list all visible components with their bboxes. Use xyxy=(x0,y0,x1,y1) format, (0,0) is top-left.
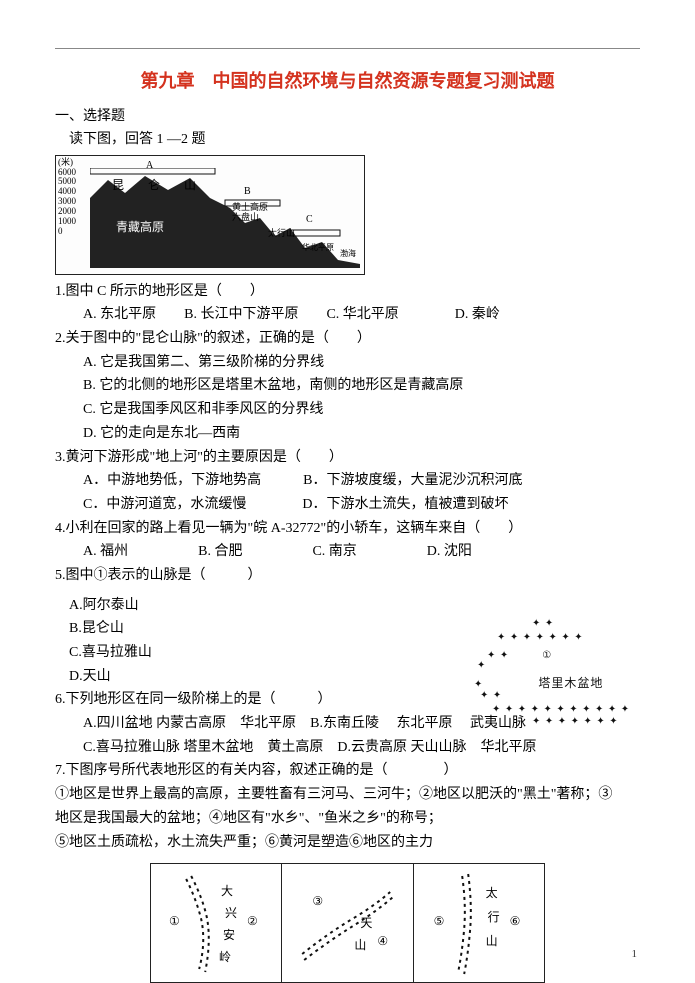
panel2-svg xyxy=(282,864,412,982)
panel-2: ③ 天 山 ④ xyxy=(282,864,413,982)
figure-tarim: ✦ ✦ ✦ ✦ ✦ ✦ ✦ ✦ ✦ ✦ ✦ ① ✦ ✦ 塔里木盆地 ✦ ✦ ✦ … xyxy=(462,618,637,728)
q5-stem: 5.图中①表示的山脉是（ ） xyxy=(55,565,640,587)
label-kunlun: 昆 仑 山 xyxy=(112,176,202,193)
panel-3: ⑤ 太 行 山 ⑥ xyxy=(414,864,544,982)
q7-l3: ⑤地区土质疏松，水土流失严重；⑥黄河是塑造⑥地区的主力 xyxy=(55,832,640,854)
p2-t2: 山 xyxy=(354,936,366,953)
p3-t3: 山 xyxy=(486,932,498,949)
label-plateau: 青藏高原 xyxy=(116,218,164,235)
section-head-text: 一、选择题 xyxy=(55,109,125,124)
q2-stem: 2.关于图中的"昆仑山脉"的叙述，正确的是（ ） xyxy=(55,328,640,350)
p3-n: ⑤ xyxy=(434,914,445,929)
panel-1: ① 大 兴 安 岭 ② xyxy=(151,864,282,982)
label-bohai: 渤海 xyxy=(340,248,356,259)
q3-row2: C．中游河道宽，水流缓慢 D．下游水土流失，植被遭到破坏 xyxy=(55,494,640,516)
q1-stem: 1.图中 C 所示的地形区是（ ） xyxy=(55,281,640,303)
p1-t2: 兴 xyxy=(225,904,237,921)
page-title: 第九章 中国的自然环境与自然资源专题复习测试题 xyxy=(55,67,640,93)
p2-r: ④ xyxy=(377,934,388,949)
q7-l1: ①地区是世界上最高的高原，主要牲畜有三河马、三河牛；②地区以肥沃的"黑土"著称；… xyxy=(55,784,640,806)
figure-elevation-profile: (米) 6000 5000 4000 3000 2000 1000 0 A B … xyxy=(55,155,365,275)
p3-t2: 行 xyxy=(488,908,500,925)
q3-stem: 3.黄河下游形成"地上河"的主要原因是（ ） xyxy=(55,447,640,469)
q4-opts: A. 福州 B. 合肥 C. 南京 D. 沈阳 xyxy=(55,541,640,563)
figure-three-panel: ① 大 兴 安 岭 ② ③ 天 山 ④ ⑤ 太 行 山 ⑥ xyxy=(150,863,545,983)
title-text: 第九章 中国的自然环境与自然资源专题复习测试题 xyxy=(141,71,555,91)
p1-t3: 安 xyxy=(223,926,235,943)
p1-r: ② xyxy=(247,914,258,929)
p1-t1: 大 xyxy=(221,882,233,899)
section-head: 一、选择题 xyxy=(55,105,640,125)
p2-t1: 天 xyxy=(360,914,372,931)
q3-row1: A．中游地势低，下游地势高 B．下游坡度缓，大量泥沙沉积河底 xyxy=(55,470,640,492)
p3-t1: 太 xyxy=(486,884,498,901)
q2-a: A. 它是我国第二、第三级阶梯的分界线 xyxy=(55,352,640,374)
p1-n: ① xyxy=(169,914,180,929)
label-liupan: 六盘山 xyxy=(232,210,259,223)
q5-a: A.阿尔泰山 xyxy=(55,595,640,617)
top-rule xyxy=(55,48,640,49)
lead-line: 读下图，回答 1 —2 题 xyxy=(55,129,640,151)
fig-right-basin: 塔里木盆地 xyxy=(538,676,603,690)
label-C: C xyxy=(306,214,313,225)
label-B: B xyxy=(244,186,251,197)
page-number: 1 xyxy=(632,948,638,960)
fig-right-circle: ① xyxy=(542,650,552,661)
p3-r: ⑥ xyxy=(510,914,521,929)
q2-c: C. 它是我国季风区和非季风区的分界线 xyxy=(55,399,640,421)
q7-stem: 7.下图序号所代表地形区的有关内容，叙述正确的是（ ） xyxy=(55,760,640,782)
y-axis: (米) 6000 5000 4000 3000 2000 1000 0 xyxy=(58,158,76,237)
label-taihang: 太行山 xyxy=(268,226,295,239)
q2-d: D. 它的走向是东北—西南 xyxy=(55,423,640,445)
p2-n: ③ xyxy=(312,894,323,909)
label-A: A xyxy=(146,160,153,171)
lead-text: 读下图，回答 1 —2 题 xyxy=(69,132,206,147)
label-ncplain: 华北平原 xyxy=(302,242,334,253)
p1-t4: 岭 xyxy=(219,948,231,965)
q4-stem: 4.小利在回家的路上看见一辆为"皖 A-32772"的小轿车，这辆车来自（ ） xyxy=(55,518,640,540)
q2-b: B. 它的北侧的地形区是塔里木盆地，南侧的地形区是青藏高原 xyxy=(55,375,640,397)
y-tick: 0 xyxy=(58,227,76,237)
q6-row2: C.喜马拉雅山脉 塔里木盆地 黄土高原 D.云贵高原 天山山脉 华北平原 xyxy=(55,737,640,759)
q7-l2: 地区是我国最大的盆地；④地区有"水乡"、"鱼米之乡"的称号； xyxy=(55,808,640,830)
q1-opts: A. 东北平原 B. 长江中下游平原 C. 华北平原 D. 秦岭 xyxy=(55,304,640,326)
